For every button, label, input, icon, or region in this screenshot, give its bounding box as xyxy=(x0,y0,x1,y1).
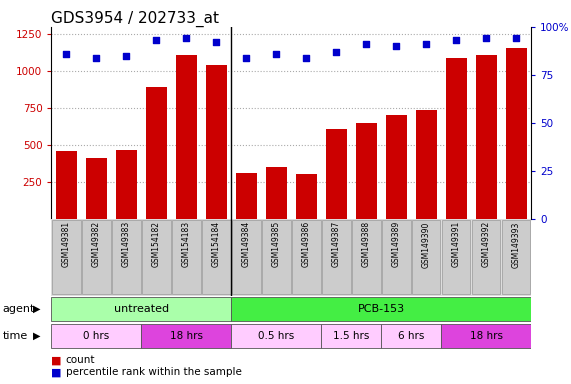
Point xyxy=(512,35,521,41)
Text: 0.5 hrs: 0.5 hrs xyxy=(258,331,294,341)
Text: GSM149381: GSM149381 xyxy=(62,221,71,267)
Bar xyxy=(385,116,407,219)
Bar xyxy=(382,220,411,294)
Bar xyxy=(202,220,231,294)
Point xyxy=(361,41,371,47)
Text: GSM149384: GSM149384 xyxy=(242,221,251,267)
Text: 0 hrs: 0 hrs xyxy=(83,331,110,341)
Text: ▶: ▶ xyxy=(33,331,41,341)
Text: time: time xyxy=(3,331,28,341)
Bar xyxy=(502,220,530,294)
Text: GSM149390: GSM149390 xyxy=(421,221,431,268)
Point xyxy=(152,37,161,43)
Text: GSM149393: GSM149393 xyxy=(512,221,521,268)
Text: ■: ■ xyxy=(51,355,62,365)
Text: 18 hrs: 18 hrs xyxy=(170,331,203,341)
Point xyxy=(332,49,341,55)
Bar xyxy=(322,220,351,294)
Text: GSM149386: GSM149386 xyxy=(301,221,311,267)
Text: count: count xyxy=(66,355,95,365)
Point xyxy=(242,55,251,61)
Text: GSM154183: GSM154183 xyxy=(182,221,191,267)
Text: GSM149388: GSM149388 xyxy=(361,221,371,267)
Bar xyxy=(321,324,381,348)
Point xyxy=(62,51,71,57)
Bar xyxy=(325,129,347,219)
Point xyxy=(92,55,101,61)
Text: 6 hrs: 6 hrs xyxy=(398,331,424,341)
Point xyxy=(182,35,191,41)
Point xyxy=(122,53,131,59)
Bar xyxy=(352,220,380,294)
Point xyxy=(301,55,311,61)
Text: 1.5 hrs: 1.5 hrs xyxy=(333,331,369,341)
Text: 18 hrs: 18 hrs xyxy=(469,331,502,341)
Bar xyxy=(505,48,526,219)
Point xyxy=(392,43,401,49)
Bar xyxy=(112,220,140,294)
Bar xyxy=(292,220,320,294)
Bar xyxy=(441,324,531,348)
Text: GSM149387: GSM149387 xyxy=(332,221,341,267)
Text: GSM149382: GSM149382 xyxy=(92,221,101,267)
Text: GSM154182: GSM154182 xyxy=(152,221,161,267)
Text: GSM149383: GSM149383 xyxy=(122,221,131,267)
Bar xyxy=(56,151,77,219)
Text: GSM149391: GSM149391 xyxy=(452,221,461,267)
Point xyxy=(272,51,281,57)
Bar xyxy=(142,324,231,348)
Text: untreated: untreated xyxy=(114,304,169,314)
Bar xyxy=(231,324,321,348)
Text: GSM149392: GSM149392 xyxy=(481,221,490,267)
Text: agent: agent xyxy=(3,304,35,314)
Text: ▶: ▶ xyxy=(33,304,41,314)
Bar xyxy=(412,220,440,294)
Text: GSM154184: GSM154184 xyxy=(212,221,221,267)
Text: GSM149385: GSM149385 xyxy=(272,221,281,267)
Bar xyxy=(381,324,441,348)
Bar xyxy=(206,65,227,219)
Point xyxy=(481,35,490,41)
Point xyxy=(421,41,431,47)
Text: percentile rank within the sample: percentile rank within the sample xyxy=(66,367,242,377)
Text: GSM149389: GSM149389 xyxy=(392,221,401,267)
Bar xyxy=(472,220,500,294)
Bar xyxy=(445,58,467,219)
Bar xyxy=(142,220,171,294)
Point xyxy=(212,39,221,45)
Bar xyxy=(356,123,377,219)
Bar xyxy=(442,220,471,294)
Bar xyxy=(86,157,107,219)
Bar xyxy=(146,88,167,219)
Bar xyxy=(232,220,260,294)
Bar xyxy=(231,297,531,321)
Bar xyxy=(52,220,81,294)
Bar xyxy=(51,324,142,348)
Bar xyxy=(236,173,257,219)
Bar xyxy=(262,220,291,294)
Bar xyxy=(266,167,287,219)
Text: PCB-153: PCB-153 xyxy=(357,304,405,314)
Point xyxy=(452,37,461,43)
Bar xyxy=(296,174,317,219)
Bar xyxy=(82,220,111,294)
Text: ■: ■ xyxy=(51,367,62,377)
Bar xyxy=(476,55,497,219)
Bar xyxy=(116,150,137,219)
Bar xyxy=(176,55,197,219)
Bar xyxy=(172,220,200,294)
Text: GDS3954 / 202733_at: GDS3954 / 202733_at xyxy=(51,11,219,27)
Bar xyxy=(51,297,231,321)
Bar xyxy=(416,109,437,219)
